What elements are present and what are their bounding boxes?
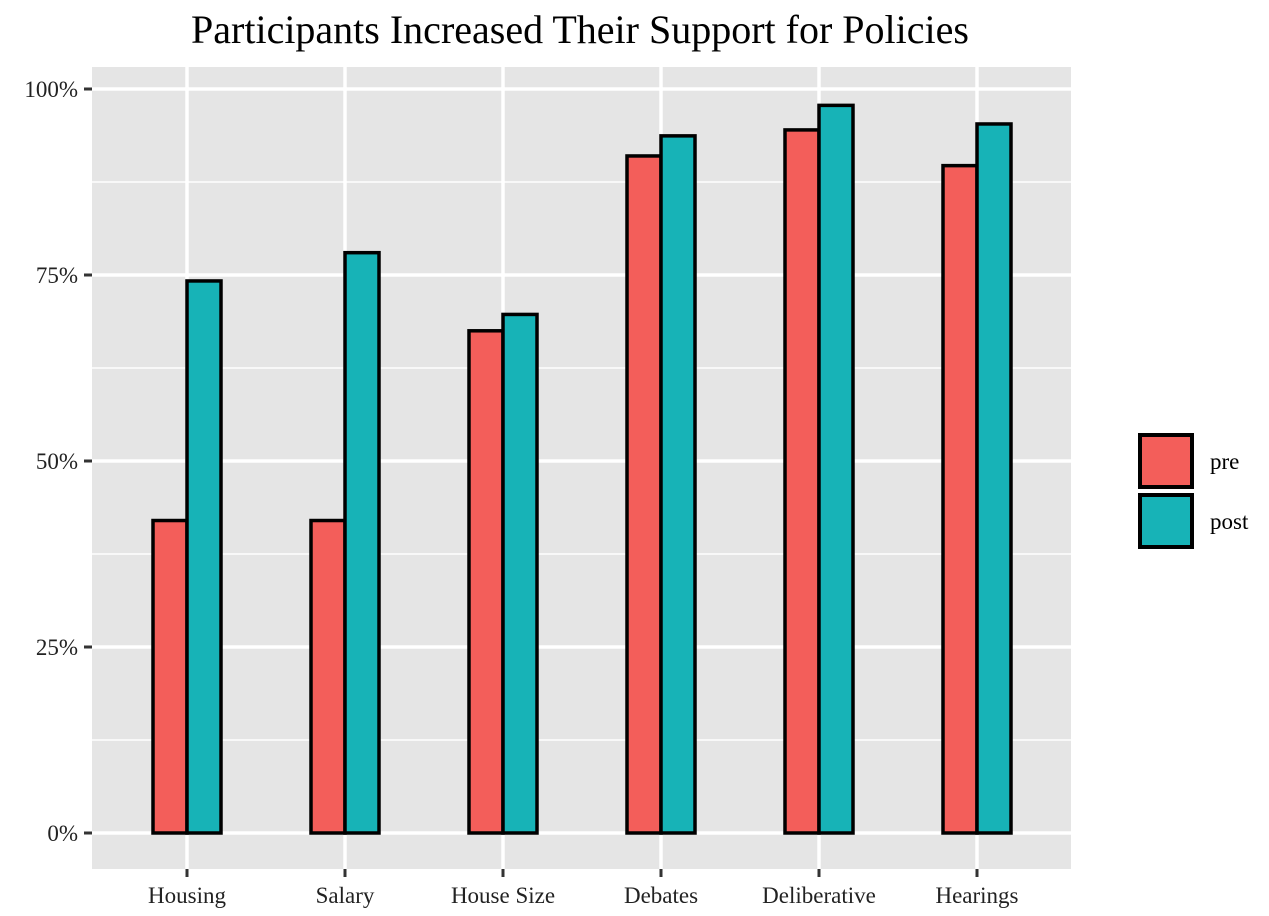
y-tick-label: 100% xyxy=(24,77,78,102)
bar-post-house-size xyxy=(501,312,539,835)
bar-post-housing xyxy=(185,279,223,835)
bar-post-salary xyxy=(343,250,381,835)
x-tick-label: Salary xyxy=(316,883,375,908)
bar-pre-salary xyxy=(309,518,347,835)
x-tick-label: Housing xyxy=(148,883,226,908)
legend-label-pre: pre xyxy=(1210,449,1239,474)
y-tick-label: 25% xyxy=(36,635,78,660)
x-tick-label: Debates xyxy=(624,883,698,908)
bar-post-deliberative xyxy=(817,103,855,835)
legend-key-pre xyxy=(1138,433,1194,489)
x-axis: Housing Salary House Size Debates Deliberati… xyxy=(148,869,1019,908)
y-tick-label: 75% xyxy=(36,263,78,288)
bar-pre-hearings xyxy=(941,163,979,835)
y-tick-label: 0% xyxy=(47,821,78,846)
plot-panel xyxy=(92,67,1071,869)
bar-post-debates xyxy=(659,134,697,835)
bar-pre-housing xyxy=(151,518,189,835)
legend-key-post xyxy=(1138,493,1194,549)
y-axis: 0% 25% 50% 75% 100% xyxy=(24,77,92,846)
bars xyxy=(151,103,1013,835)
chart-title: Participants Increased Their Support for… xyxy=(191,7,969,52)
bar-pre-deliberative xyxy=(783,128,821,835)
bar-post-hearings xyxy=(975,122,1013,835)
x-tick-label: Deliberative xyxy=(762,883,876,908)
y-tick-label: 50% xyxy=(36,449,78,474)
bar-pre-debates xyxy=(625,154,663,835)
legend: pre post xyxy=(1138,433,1249,549)
grid-minor-lines xyxy=(92,181,1071,741)
x-tick-label: Hearings xyxy=(935,883,1018,908)
x-tick-label: House Size xyxy=(451,883,555,908)
bar-pre-house-size xyxy=(467,329,505,835)
legend-label-post: post xyxy=(1210,509,1249,534)
